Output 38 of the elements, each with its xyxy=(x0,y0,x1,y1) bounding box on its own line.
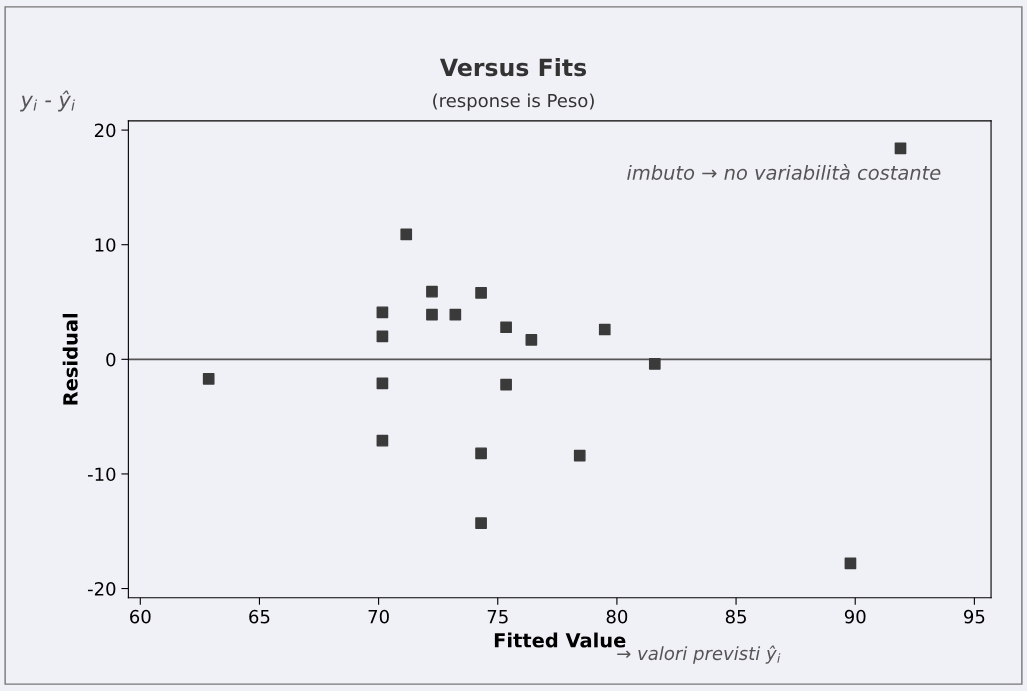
point xyxy=(400,228,413,241)
x-tick-label: 65 xyxy=(249,609,270,624)
y-tick-label: 10 xyxy=(95,238,116,252)
point xyxy=(202,372,215,385)
point xyxy=(573,449,586,462)
point xyxy=(475,286,487,299)
y-tick-label: -10 xyxy=(87,467,116,482)
point xyxy=(376,377,389,390)
chart-subtitle: (response is Peso) xyxy=(433,93,594,111)
point xyxy=(475,447,487,460)
y-tick-label: 20 xyxy=(94,123,116,138)
point xyxy=(376,306,389,319)
text: y$_{i}$ - ŷ$_{i}$ xyxy=(20,90,75,112)
y-axis-title: Residual xyxy=(62,313,78,405)
point xyxy=(426,285,438,298)
x-tick-label: 90 xyxy=(844,609,866,624)
point xyxy=(475,517,487,530)
y-tick-label: -20 xyxy=(87,582,116,596)
point xyxy=(500,378,512,391)
x-tick-label: 75 xyxy=(487,610,508,624)
point xyxy=(648,358,661,370)
chart-title: Versus Fits xyxy=(439,58,587,77)
point xyxy=(598,323,611,336)
point xyxy=(500,321,512,334)
x-tick-label: 70 xyxy=(368,609,389,624)
x-tick-label: 60 xyxy=(130,609,151,624)
annotation: imbuto → no variabilità costante xyxy=(627,164,941,180)
point xyxy=(525,333,538,346)
point xyxy=(449,308,462,321)
x-tick-label: 80 xyxy=(606,609,628,624)
x-tick-label: 95 xyxy=(964,609,985,624)
point xyxy=(376,330,389,343)
point xyxy=(426,308,438,321)
y-tick-label: 0 xyxy=(106,352,116,367)
point xyxy=(376,434,389,447)
x-tick-label: 85 xyxy=(725,609,746,624)
point xyxy=(894,142,907,155)
point xyxy=(844,557,857,570)
